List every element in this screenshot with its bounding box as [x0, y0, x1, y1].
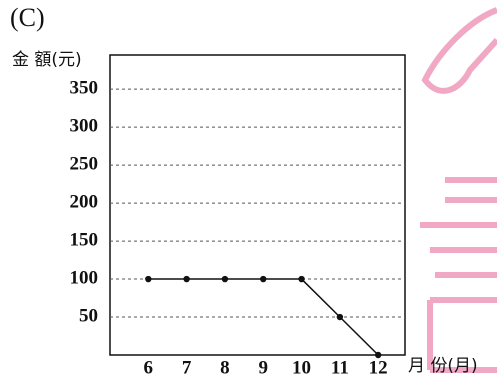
- data-point: [260, 276, 266, 282]
- x-tick-label: 12: [369, 357, 388, 378]
- x-tick-label: 7: [182, 357, 192, 378]
- x-tick-label: 10: [292, 357, 311, 378]
- y-tick-label: 350: [70, 78, 99, 99]
- x-tick-label: 11: [331, 357, 349, 378]
- data-point: [183, 276, 189, 282]
- y-tick-label: 300: [70, 116, 99, 137]
- y-tick-label: 50: [79, 305, 98, 326]
- data-point: [298, 276, 304, 282]
- x-tick-label: 8: [220, 357, 230, 378]
- data-point: [222, 276, 228, 282]
- y-axis-label: 金 額(元): [12, 50, 82, 70]
- watermark: [420, 10, 497, 370]
- y-tick-label: 150: [70, 229, 99, 250]
- chart: (C) 金 額(元) 月 份(月) 50 100 150 200 250 300 350 6 7…: [0, 0, 497, 382]
- x-tick-label: 9: [258, 357, 268, 378]
- data-point: [337, 314, 343, 320]
- x-tick-label: 6: [144, 357, 154, 378]
- x-axis-label: 月 份(月): [408, 356, 478, 376]
- data-point: [375, 352, 381, 358]
- y-tick-label: 250: [70, 153, 99, 174]
- plot-frame: [110, 55, 405, 355]
- y-tick-label: 100: [70, 267, 99, 288]
- data-point: [145, 276, 151, 282]
- y-tick-label: 200: [70, 191, 99, 212]
- panel-label: (C): [10, 3, 45, 32]
